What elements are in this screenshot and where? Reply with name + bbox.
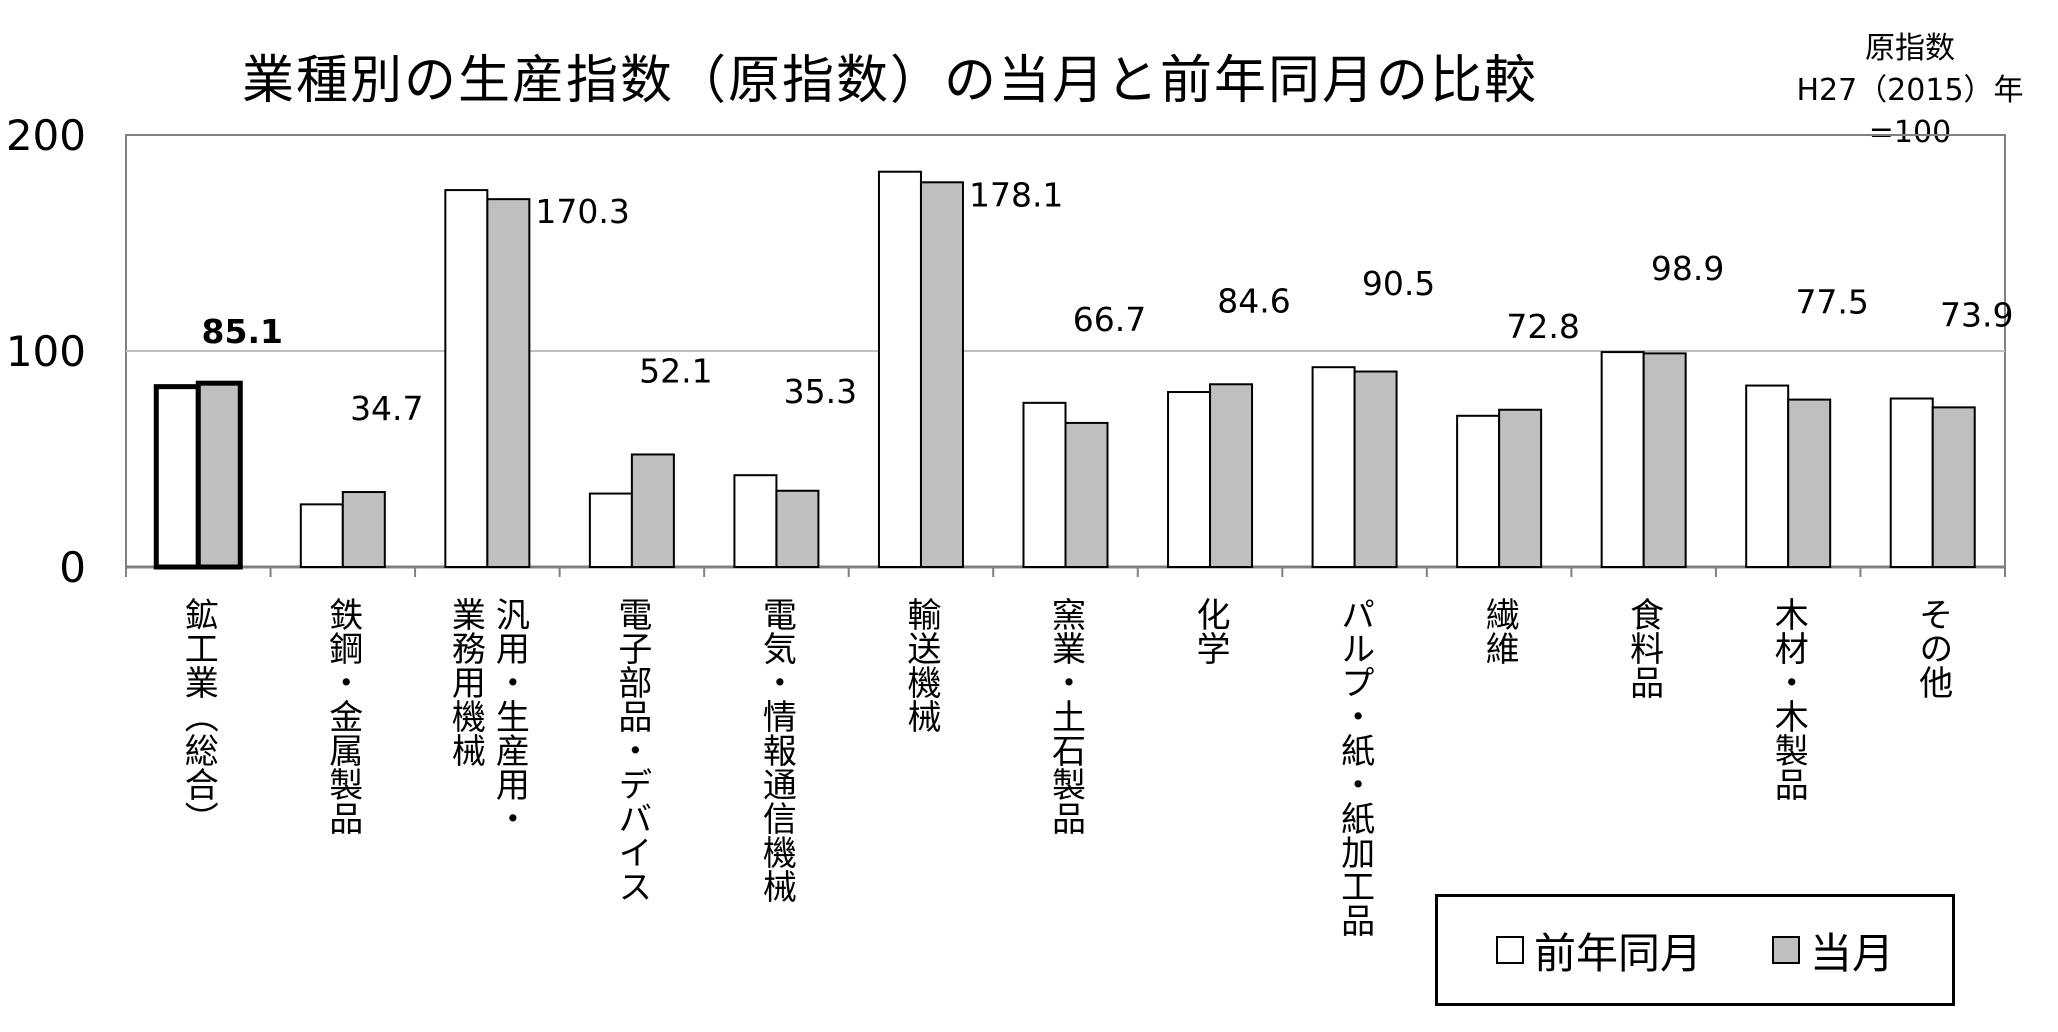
legend-label-curr: 当月	[1810, 928, 1895, 978]
bar-curr-7	[1064, 421, 1109, 569]
legend-swatch-prev	[1495, 936, 1524, 964]
bar-curr-10	[1498, 408, 1543, 569]
category-label-3: 業務用機械	[445, 597, 485, 767]
unit-note-line-1: 原指数	[1865, 31, 1955, 66]
category-label-12: 木材・木製品	[1768, 597, 1808, 801]
bar-prev-8	[1167, 391, 1212, 569]
unit-note-line-2: H27（2015）年=100	[1796, 73, 2024, 150]
bar-prev-4	[588, 492, 633, 568]
category-label-1: 鉱工業（総合）	[178, 597, 218, 835]
y-tick-label: 0	[59, 543, 86, 592]
legend-swatch-curr	[1772, 936, 1800, 964]
bar-curr-5	[775, 489, 820, 569]
data-label-10: 72.8	[1506, 307, 1579, 346]
category-label-7: 窯業・土石製品	[1046, 597, 1086, 835]
data-label-6: 178.1	[969, 175, 1063, 214]
bar-curr-6	[919, 181, 964, 569]
legend-label-prev: 前年同月	[1533, 928, 1702, 978]
data-label-13: 73.9	[1940, 296, 2013, 335]
data-label-9: 90.5	[1362, 264, 1435, 303]
y-tick-label: 100	[6, 327, 86, 376]
category-label-9: パルプ・紙・紙加工品	[1335, 597, 1375, 937]
category-label-5: 電気・情報通信機械	[756, 597, 796, 903]
data-label-11: 98.9	[1651, 249, 1724, 288]
legend-item-prev: 前年同月	[1495, 920, 1702, 981]
bar-prev-7	[1022, 401, 1067, 568]
bar-prev-12	[1745, 384, 1790, 568]
data-label-4: 52.1	[639, 351, 712, 390]
y-tick-label: 200	[6, 111, 86, 160]
bar-prev-6	[877, 170, 922, 568]
data-label-5: 35.3	[784, 372, 857, 411]
data-label-8: 84.6	[1217, 281, 1290, 320]
category-label-3: 汎用・生産用・	[489, 597, 529, 835]
category-label-10: 繊維	[1479, 597, 1519, 665]
category-label-8: 化学	[1190, 597, 1230, 665]
bar-curr-11	[1642, 352, 1687, 568]
data-label-12: 77.5	[1795, 283, 1868, 322]
data-label-7: 66.7	[1073, 300, 1146, 339]
bar-prev-2	[299, 503, 344, 568]
bar-curr-4	[630, 453, 675, 568]
bar-prev-10	[1456, 414, 1501, 568]
bar-prev-1	[153, 384, 201, 570]
category-label-2: 鉄鋼・金属製品	[323, 597, 363, 835]
unit-note: 原指数 H27（2015）年=100	[1760, 28, 2058, 154]
data-label-2: 34.7	[350, 389, 423, 428]
category-label-6: 輸送機械	[901, 597, 941, 733]
bar-prev-13	[1889, 397, 1934, 568]
chart-title: 業種別の生産指数（原指数）の当月と前年同月の比較	[241, 51, 1538, 111]
category-label-4: 電子部品・デバイス	[612, 597, 652, 903]
bar-curr-13	[1931, 406, 1976, 568]
bar-curr-2	[341, 491, 386, 569]
bar-curr-8	[1209, 383, 1254, 568]
data-label-3: 170.3	[535, 192, 629, 231]
legend: 前年同月 当月	[1435, 894, 1955, 1006]
category-label-11: 食料品	[1624, 597, 1664, 699]
bar-curr-1	[195, 380, 243, 570]
bar-curr-3	[486, 198, 531, 568]
bar-curr-12	[1787, 398, 1832, 568]
data-label-1: 85.1	[202, 312, 283, 351]
bar-curr-9	[1353, 370, 1398, 568]
bar-prev-3	[444, 189, 489, 569]
bar-prev-5	[733, 474, 778, 569]
bar-prev-11	[1600, 351, 1645, 568]
bar-prev-9	[1311, 366, 1356, 569]
category-label-13: その他	[1913, 597, 1953, 699]
legend-item-curr: 当月	[1772, 920, 1894, 981]
